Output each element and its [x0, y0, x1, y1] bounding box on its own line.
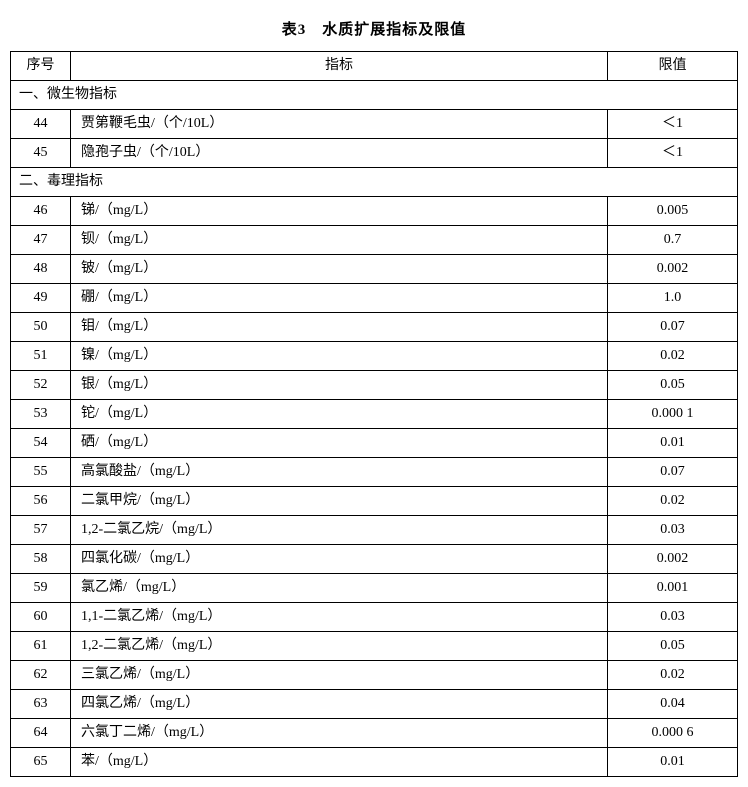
- cell-indicator: 钡/（mg/L）: [71, 226, 608, 255]
- cell-indicator: 镍/（mg/L）: [71, 342, 608, 371]
- cell-limit: 0.002: [608, 255, 738, 284]
- cell-indicator: 二氯甲烷/（mg/L）: [71, 487, 608, 516]
- cell-limit: 0.005: [608, 197, 738, 226]
- table-row: 54硒/（mg/L）0.01: [11, 429, 738, 458]
- cell-no: 47: [11, 226, 71, 255]
- cell-limit: 0.02: [608, 487, 738, 516]
- cell-no: 56: [11, 487, 71, 516]
- cell-no: 53: [11, 400, 71, 429]
- table-row: 51镍/（mg/L）0.02: [11, 342, 738, 371]
- cell-indicator: 1,2-二氯乙烷/（mg/L）: [71, 516, 608, 545]
- cell-limit: 0.01: [608, 748, 738, 777]
- cell-no: 57: [11, 516, 71, 545]
- cell-no: 60: [11, 603, 71, 632]
- cell-indicator: 钼/（mg/L）: [71, 313, 608, 342]
- cell-indicator: 硼/（mg/L）: [71, 284, 608, 313]
- table-row: 46锑/（mg/L）0.005: [11, 197, 738, 226]
- cell-indicator: 隐孢子虫/（个/10L）: [71, 139, 608, 168]
- section-label: 一、微生物指标: [11, 81, 738, 110]
- cell-indicator: 1,1-二氯乙烯/（mg/L）: [71, 603, 608, 632]
- section-row: 一、微生物指标: [11, 81, 738, 110]
- table-row: 52银/（mg/L）0.05: [11, 371, 738, 400]
- cell-indicator: 苯/（mg/L）: [71, 748, 608, 777]
- cell-limit: 0.002: [608, 545, 738, 574]
- cell-limit: 0.07: [608, 313, 738, 342]
- cell-limit: 0.03: [608, 516, 738, 545]
- table-title: 表3 水质扩展指标及限值: [10, 18, 738, 39]
- cell-no: 48: [11, 255, 71, 284]
- cell-indicator: 三氯乙烯/（mg/L）: [71, 661, 608, 690]
- table-row: 571,2-二氯乙烷/（mg/L）0.03: [11, 516, 738, 545]
- cell-no: 54: [11, 429, 71, 458]
- section-row: 二、毒理指标: [11, 168, 738, 197]
- cell-no: 55: [11, 458, 71, 487]
- cell-limit: 0.05: [608, 371, 738, 400]
- cell-no: 52: [11, 371, 71, 400]
- cell-limit: 0.07: [608, 458, 738, 487]
- cell-limit: 0.000 1: [608, 400, 738, 429]
- cell-indicator: 硒/（mg/L）: [71, 429, 608, 458]
- table-row: 55高氯酸盐/（mg/L）0.07: [11, 458, 738, 487]
- cell-no: 65: [11, 748, 71, 777]
- table-body: 一、微生物指标44贾第鞭毛虫/（个/10L）＜145隐孢子虫/（个/10L）＜1…: [11, 81, 738, 777]
- cell-no: 58: [11, 545, 71, 574]
- table-row: 59氯乙烯/（mg/L）0.001: [11, 574, 738, 603]
- cell-limit: 0.02: [608, 661, 738, 690]
- water-quality-table: 序号 指标 限值 一、微生物指标44贾第鞭毛虫/（个/10L）＜145隐孢子虫/…: [10, 51, 738, 777]
- cell-indicator: 锑/（mg/L）: [71, 197, 608, 226]
- table-row: 63四氯乙烯/（mg/L）0.04: [11, 690, 738, 719]
- cell-indicator: 四氯乙烯/（mg/L）: [71, 690, 608, 719]
- cell-no: 44: [11, 110, 71, 139]
- cell-no: 50: [11, 313, 71, 342]
- table-row: 47钡/（mg/L）0.7: [11, 226, 738, 255]
- cell-limit: 0.01: [608, 429, 738, 458]
- table-row: 53铊/（mg/L）0.000 1: [11, 400, 738, 429]
- table-row: 65苯/（mg/L）0.01: [11, 748, 738, 777]
- cell-indicator: 高氯酸盐/（mg/L）: [71, 458, 608, 487]
- cell-indicator: 1,2-二氯乙烯/（mg/L）: [71, 632, 608, 661]
- cell-limit: 0.001: [608, 574, 738, 603]
- cell-limit: 0.04: [608, 690, 738, 719]
- header-limit: 限值: [608, 52, 738, 81]
- cell-indicator: 银/（mg/L）: [71, 371, 608, 400]
- cell-indicator: 铊/（mg/L）: [71, 400, 608, 429]
- cell-limit: 1.0: [608, 284, 738, 313]
- cell-indicator: 氯乙烯/（mg/L）: [71, 574, 608, 603]
- cell-no: 61: [11, 632, 71, 661]
- table-row: 62三氯乙烯/（mg/L）0.02: [11, 661, 738, 690]
- cell-no: 59: [11, 574, 71, 603]
- cell-no: 62: [11, 661, 71, 690]
- table-header-row: 序号 指标 限值: [11, 52, 738, 81]
- table-row: 44贾第鞭毛虫/（个/10L）＜1: [11, 110, 738, 139]
- table-row: 50钼/（mg/L）0.07: [11, 313, 738, 342]
- cell-no: 63: [11, 690, 71, 719]
- cell-no: 51: [11, 342, 71, 371]
- header-no: 序号: [11, 52, 71, 81]
- header-indicator: 指标: [71, 52, 608, 81]
- cell-limit: 0.7: [608, 226, 738, 255]
- table-row: 601,1-二氯乙烯/（mg/L）0.03: [11, 603, 738, 632]
- cell-limit: ＜1: [608, 139, 738, 168]
- table-row: 56二氯甲烷/（mg/L）0.02: [11, 487, 738, 516]
- cell-indicator: 贾第鞭毛虫/（个/10L）: [71, 110, 608, 139]
- cell-no: 45: [11, 139, 71, 168]
- table-row: 48铍/（mg/L）0.002: [11, 255, 738, 284]
- cell-indicator: 四氯化碳/（mg/L）: [71, 545, 608, 574]
- cell-indicator: 铍/（mg/L）: [71, 255, 608, 284]
- cell-limit: 0.05: [608, 632, 738, 661]
- cell-no: 46: [11, 197, 71, 226]
- table-row: 58四氯化碳/（mg/L）0.002: [11, 545, 738, 574]
- section-label: 二、毒理指标: [11, 168, 738, 197]
- cell-limit: 0.03: [608, 603, 738, 632]
- table-row: 49硼/（mg/L）1.0: [11, 284, 738, 313]
- cell-no: 49: [11, 284, 71, 313]
- cell-limit: 0.02: [608, 342, 738, 371]
- cell-limit: ＜1: [608, 110, 738, 139]
- table-row: 611,2-二氯乙烯/（mg/L）0.05: [11, 632, 738, 661]
- table-row: 45隐孢子虫/（个/10L）＜1: [11, 139, 738, 168]
